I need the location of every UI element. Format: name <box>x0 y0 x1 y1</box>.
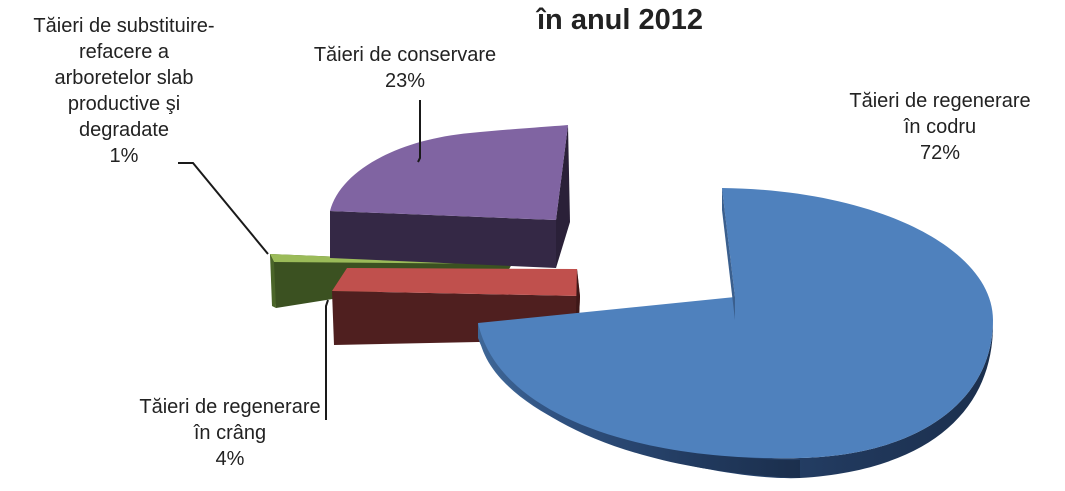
leader-lines <box>178 100 421 420</box>
slice-percent: 1% <box>109 145 139 167</box>
slice-label-line: degradate <box>78 119 170 141</box>
slice-label-line: productive şi <box>67 93 181 115</box>
slice-label-conservare: Tăieri de conservare 23% <box>270 42 540 94</box>
chart-title: în anul 2012 <box>536 4 703 36</box>
leader-line-crang <box>325 299 329 420</box>
slice-label-line: refacere a <box>78 41 170 63</box>
pie-slices <box>270 125 994 479</box>
pie-slice-codru <box>477 188 994 479</box>
leader-line-conservare <box>417 100 421 163</box>
slice-percent: 4% <box>215 448 245 470</box>
slice-label-line: arboretelor slab <box>54 67 194 89</box>
slice-label-codru: Tăieri de regenerare în codru 72% <box>800 88 1065 166</box>
slice-label-line: în codru <box>903 116 977 138</box>
slice-label-crang: Tăieri de regenerare în crâng 4% <box>85 394 375 472</box>
slice-label-substituire: Tăieri de substituire- refacere a arbore… <box>0 13 248 169</box>
slice-percent: 72% <box>919 142 961 164</box>
leader-line-substituire <box>178 162 269 255</box>
pie-slice-conservare <box>330 125 570 268</box>
slice-label-line: Tăieri de regenerare <box>849 90 1031 112</box>
slice-label-line: Tăieri de substituire- <box>33 15 215 37</box>
slice-label-line: Tăieri de conservare <box>313 44 497 66</box>
slice-label-line: în crâng <box>193 422 267 444</box>
slice-label-line: Tăieri de regenerare <box>139 396 321 418</box>
slice-percent: 23% <box>384 70 426 92</box>
